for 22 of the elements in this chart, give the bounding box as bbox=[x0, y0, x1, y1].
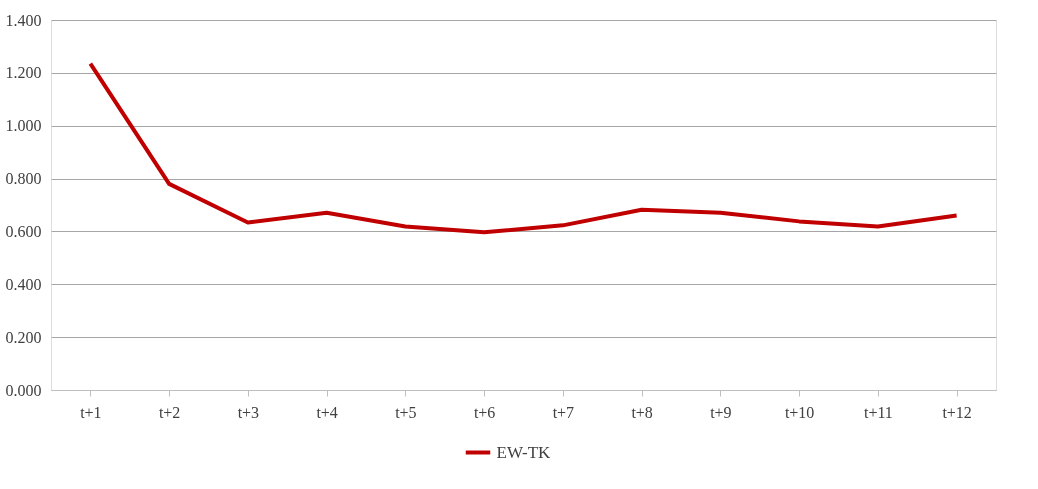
y-tick-label: 1.000 bbox=[5, 117, 42, 135]
y-tick-label: 1.200 bbox=[5, 64, 42, 82]
x-tick-label: t+12 bbox=[942, 403, 972, 421]
legend-label: EW-TK bbox=[496, 442, 552, 462]
y-tick-label: 0.800 bbox=[5, 170, 42, 188]
y-tick-label: 0.400 bbox=[5, 275, 42, 293]
x-tick-label: t+4 bbox=[316, 403, 338, 421]
x-tick-label: t+6 bbox=[473, 403, 496, 421]
x-tick-label: t+7 bbox=[552, 403, 575, 421]
y-tick-label: 1.400 bbox=[5, 11, 42, 29]
y-tick-label: 0.600 bbox=[5, 222, 42, 240]
x-tick-label: t+9 bbox=[710, 403, 732, 421]
x-tick-label: t+1 bbox=[80, 403, 102, 421]
x-tick-label: t+5 bbox=[395, 403, 417, 421]
y-tick-label: 0.000 bbox=[5, 381, 42, 399]
x-tick-label: t+11 bbox=[863, 403, 893, 421]
line-series bbox=[88, 61, 959, 235]
x-tick-label: t+3 bbox=[237, 403, 260, 421]
y-tick-label: 0.200 bbox=[5, 328, 42, 346]
x-tick-label: t+2 bbox=[158, 403, 181, 421]
x-tick-label: t+8 bbox=[631, 403, 653, 421]
x-tick-label: t+10 bbox=[784, 403, 815, 421]
